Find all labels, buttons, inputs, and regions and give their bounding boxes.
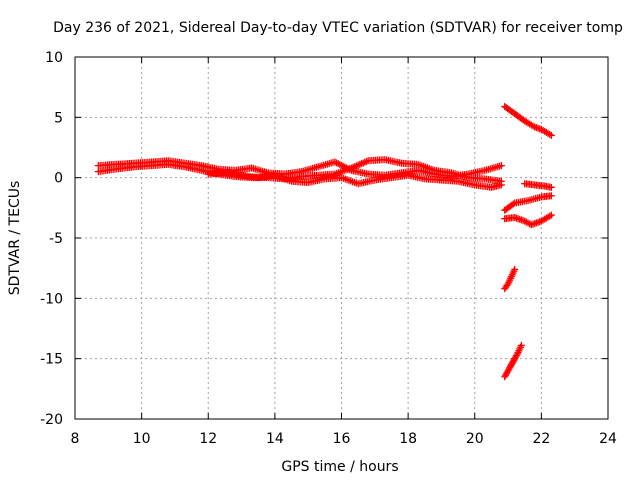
- series-track-5: [501, 192, 555, 214]
- y-tick-label: -15: [40, 352, 63, 368]
- x-tick-label: 12: [199, 431, 217, 447]
- data-point: [356, 160, 364, 168]
- data-point: [497, 181, 505, 189]
- data-point: [513, 350, 521, 358]
- x-tick-label: 24: [599, 431, 617, 447]
- data-point: [507, 362, 515, 370]
- data-point: [359, 159, 367, 167]
- data-point: [512, 353, 520, 361]
- x-tick-label: 16: [333, 431, 351, 447]
- x-tick-label: 20: [466, 431, 484, 447]
- data-point: [361, 158, 369, 166]
- y-axis-label: SDTVAR / TECUs: [7, 181, 23, 296]
- data-point: [351, 163, 359, 171]
- data-point: [547, 192, 555, 200]
- data-points: [94, 102, 555, 381]
- data-point: [512, 352, 520, 360]
- data-point: [502, 371, 510, 379]
- x-tick-label: 10: [133, 431, 151, 447]
- series-track-9: [501, 341, 525, 381]
- data-point: [504, 367, 512, 375]
- data-point: [505, 365, 513, 373]
- y-tick-label: -5: [49, 231, 63, 247]
- y-tick-label: -20: [40, 412, 63, 428]
- x-tick-label: 14: [266, 431, 284, 447]
- y-tick-label: 0: [54, 171, 63, 187]
- axis-ticks: 8 10 12 14 16 18 20 22 24 -20 -15 -10 -5 0 5 10: [40, 50, 617, 447]
- data-point: [546, 130, 554, 138]
- data-point: [502, 370, 510, 378]
- chart-title: Day 236 of 2021, Sidereal Day-to-day VTE…: [53, 20, 623, 36]
- data-point: [497, 162, 505, 170]
- data-point: [354, 161, 362, 169]
- data-point: [507, 361, 515, 369]
- data-point: [509, 358, 517, 366]
- x-tick-label: 18: [399, 431, 417, 447]
- series-track-4: [501, 102, 555, 139]
- data-point: [546, 212, 554, 220]
- y-tick-label: 10: [45, 50, 63, 66]
- data-point: [511, 355, 519, 363]
- data-point: [511, 265, 519, 273]
- series-track-8: [501, 265, 519, 293]
- series-track-3: [204, 169, 505, 191]
- data-point: [349, 163, 357, 171]
- data-point: [509, 200, 517, 208]
- data-point: [347, 164, 355, 172]
- grid: [75, 57, 608, 419]
- data-point: [506, 364, 514, 372]
- x-tick-label: 22: [532, 431, 550, 447]
- data-point: [352, 162, 360, 170]
- series-track-7: [501, 211, 555, 229]
- y-tick-label: 5: [54, 110, 63, 126]
- data-point: [357, 160, 365, 168]
- data-point: [503, 368, 511, 376]
- data-point: [508, 359, 516, 367]
- data-point: [547, 211, 555, 219]
- y-tick-label: -10: [40, 291, 63, 307]
- data-point: [517, 341, 525, 349]
- data-point: [547, 131, 555, 139]
- data-point: [362, 157, 370, 165]
- x-tick-label: 8: [71, 431, 80, 447]
- data-point: [501, 373, 509, 381]
- series-track-6: [521, 180, 555, 191]
- data-point: [547, 183, 555, 191]
- x-axis-label: GPS time / hours: [281, 459, 398, 475]
- data-point: [529, 122, 537, 130]
- data-point: [510, 356, 518, 364]
